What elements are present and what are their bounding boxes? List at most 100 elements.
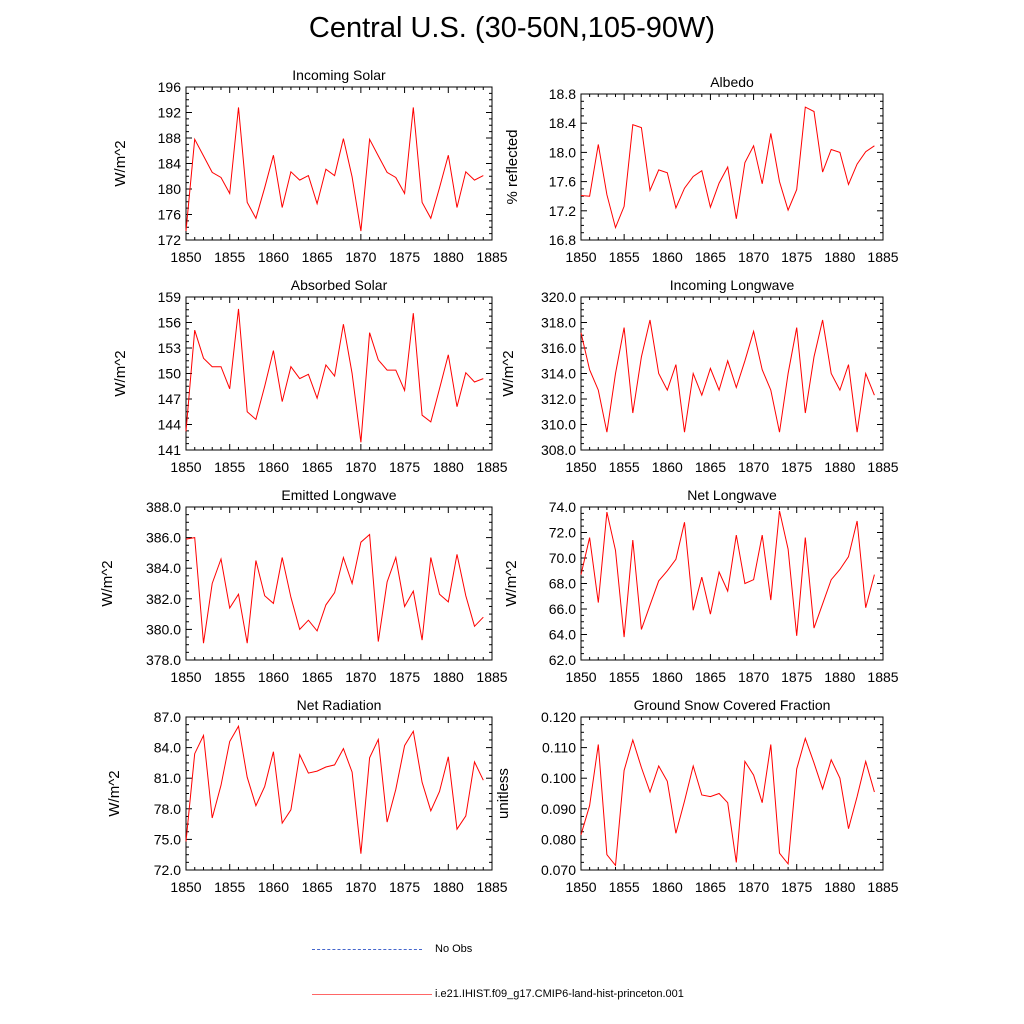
x-tick-label: 1860 [652, 879, 683, 895]
y-tick-label: 176 [158, 207, 182, 223]
plot-frame [185, 506, 493, 661]
series-line [580, 736, 875, 867]
x-tick-label: 1875 [389, 669, 420, 685]
x-tick-label: 1850 [565, 459, 596, 475]
y-tick-label: 17.6 [549, 174, 576, 190]
x-tick-label: 1870 [345, 459, 376, 475]
x-tick-label: 1870 [738, 249, 769, 265]
x-tick-label: 1875 [389, 459, 420, 475]
y-tick-label: 184 [158, 156, 182, 172]
x-tick-label: 1865 [302, 669, 333, 685]
y-axis-label: W/m^2 [112, 140, 129, 186]
y-axis-label: W/m^2 [500, 350, 517, 396]
x-tick-label: 1875 [389, 249, 420, 265]
x-tick-label: 1855 [214, 249, 245, 265]
x-tick-label: 1870 [738, 459, 769, 475]
series-line [580, 319, 875, 433]
x-tick-label: 1875 [781, 249, 812, 265]
y-tick-label: 156 [158, 315, 182, 331]
x-tick-label: 1885 [867, 249, 898, 265]
plot-frame [185, 716, 493, 871]
y-tick-label: 308.0 [541, 442, 576, 458]
x-tick-label: 1865 [302, 249, 333, 265]
y-tick-label: 180 [158, 181, 182, 197]
series-line [185, 308, 484, 443]
y-tick-label: 316.0 [541, 340, 576, 356]
legend-obs-line [312, 949, 422, 950]
chart-panel: Emitted Longwave W/m^2 378.0 380.0 382.0 384.… [99, 487, 508, 685]
y-tick-label: 196 [158, 79, 182, 95]
y-tick-label: 192 [158, 105, 182, 121]
y-tick-label: 68.0 [549, 576, 576, 592]
x-tick-label: 1870 [345, 249, 376, 265]
plot-frame [580, 506, 884, 661]
x-tick-label: 1885 [867, 459, 898, 475]
y-tick-label: 141 [158, 442, 182, 458]
x-tick-label: 1870 [738, 669, 769, 685]
series-line [185, 724, 484, 854]
chart-title: Albedo [710, 74, 754, 90]
y-tick-label: 18.8 [549, 86, 576, 102]
y-tick-label: 0.100 [541, 770, 576, 786]
y-tick-label: 72.0 [549, 525, 576, 541]
y-tick-label: 72.0 [154, 862, 181, 878]
y-tick-label: 0.070 [541, 862, 576, 878]
y-tick-label: 78.0 [154, 801, 181, 817]
x-tick-label: 1860 [652, 249, 683, 265]
x-tick-label: 1850 [170, 249, 201, 265]
x-tick-label: 1875 [781, 879, 812, 895]
chart-title: Incoming Longwave [670, 277, 795, 293]
series-line [580, 510, 875, 638]
x-tick-label: 1880 [433, 879, 464, 895]
y-axis-label: W/m^2 [112, 350, 129, 396]
y-axis-label: W/m^2 [99, 560, 116, 606]
x-tick-label: 1855 [214, 459, 245, 475]
chart-panel: Net Radiation W/m^2 72.0 75.0 78.0 81.0 84.0 87… [106, 697, 508, 895]
x-tick-label: 1865 [695, 669, 726, 685]
y-tick-label: 81.0 [154, 770, 181, 786]
y-tick-label: 17.2 [549, 203, 576, 219]
y-tick-label: 159 [158, 289, 182, 305]
x-tick-label: 1855 [609, 879, 640, 895]
chart-panel: Absorbed Solar W/m^2 141 144 147 150 153 156 159… [112, 277, 508, 475]
chart-title: Net Radiation [297, 697, 382, 713]
y-tick-label: 66.0 [549, 601, 576, 617]
y-tick-label: 314.0 [541, 366, 576, 382]
series-line [185, 107, 484, 232]
x-tick-label: 1880 [824, 879, 855, 895]
chart-panel: Incoming Solar W/m^2 172 176 180 184 188 192 196… [112, 67, 508, 265]
x-tick-label: 1885 [476, 669, 507, 685]
chart-title: Absorbed Solar [291, 277, 388, 293]
x-tick-label: 1870 [738, 879, 769, 895]
series-line [185, 533, 484, 644]
chart-panel: Ground Snow Covered Fraction unitless 0.07… [495, 697, 899, 895]
y-tick-label: 144 [158, 417, 182, 433]
y-tick-label: 388.0 [146, 499, 181, 515]
x-tick-label: 1860 [652, 669, 683, 685]
y-tick-label: 18.4 [549, 115, 576, 131]
chart-title: Ground Snow Covered Fraction [634, 697, 831, 713]
y-tick-label: 386.0 [146, 530, 181, 546]
x-tick-label: 1865 [695, 249, 726, 265]
y-axis-label: W/m^2 [106, 770, 123, 816]
chart-title: Incoming Solar [292, 67, 386, 83]
y-tick-label: 62.0 [549, 652, 576, 668]
y-tick-label: 75.0 [154, 831, 181, 847]
chart-panel: Incoming Longwave W/m^2 308.0 310.0 312.0 314… [500, 277, 899, 475]
x-tick-label: 1870 [345, 879, 376, 895]
y-tick-label: 384.0 [146, 560, 181, 576]
y-tick-label: 188 [158, 130, 182, 146]
x-tick-label: 1860 [258, 669, 289, 685]
y-tick-label: 172 [158, 232, 182, 248]
x-tick-label: 1880 [433, 249, 464, 265]
x-tick-label: 1865 [302, 879, 333, 895]
y-tick-label: 0.080 [541, 831, 576, 847]
legend-obs-label: No Obs [435, 943, 473, 955]
page-title: Central U.S. (30-50N,105-90W) [308, 12, 716, 44]
y-axis-label: W/m^2 [503, 560, 520, 606]
y-tick-label: 382.0 [146, 591, 181, 607]
x-tick-label: 1865 [302, 459, 333, 475]
series-line [580, 106, 875, 230]
x-tick-label: 1860 [258, 459, 289, 475]
